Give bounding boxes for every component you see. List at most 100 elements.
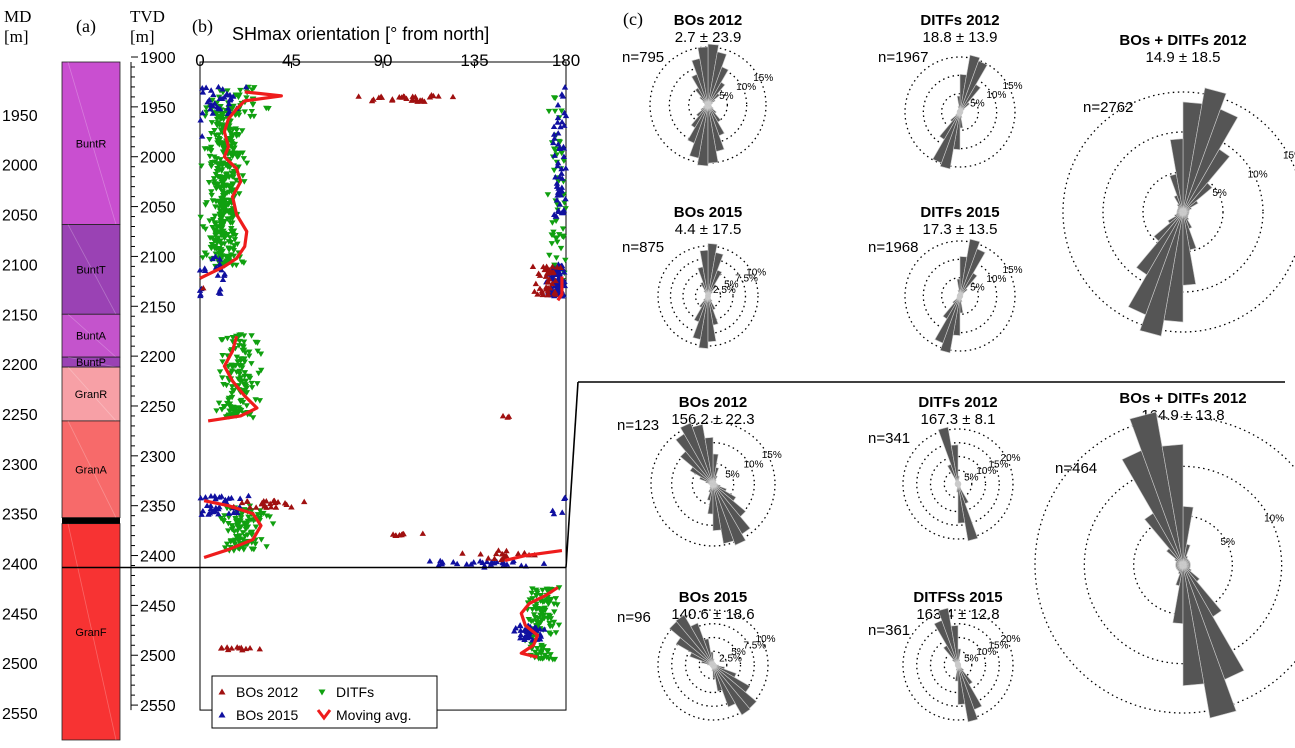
ditf-marker: [254, 381, 261, 387]
ditf-marker: [213, 186, 220, 192]
md-tick-label: 2350: [2, 507, 38, 524]
bo-marker: [217, 290, 224, 296]
ditf-marker: [224, 400, 231, 407]
panel-b-label: (b): [192, 16, 213, 37]
bo-marker: [449, 93, 457, 100]
rose-petal: [950, 625, 959, 666]
md-tick-label: 2250: [2, 407, 38, 424]
bo-marker: [544, 287, 552, 294]
ditf-marker: [241, 370, 249, 376]
ditf-marker: [559, 226, 567, 232]
ditf-marker: [248, 380, 255, 387]
ditf-marker: [218, 407, 226, 413]
ditf-marker: [212, 181, 219, 187]
bo-marker: [224, 110, 232, 116]
ditf-marker: [229, 232, 237, 238]
bo-marker: [561, 269, 568, 275]
moving-avg-line: [203, 499, 263, 560]
bo-marker: [197, 292, 204, 299]
ditf-marker: [219, 337, 226, 343]
ditf-marker: [219, 248, 226, 255]
bo-marker: [561, 109, 568, 116]
ditf-marker: [211, 127, 218, 134]
ditf-marker: [236, 371, 243, 377]
rose-petal: [1182, 564, 1205, 686]
bo-marker: [197, 117, 204, 123]
bo-marker: [199, 89, 207, 95]
ditf-marker: [552, 218, 560, 225]
ditf-marker: [203, 252, 210, 259]
rose-ring-label: 10%: [1248, 169, 1268, 180]
ditf-marker: [228, 526, 236, 533]
ditf-marker: [263, 544, 270, 550]
ditf-marker: [551, 108, 559, 115]
ditf-marker: [206, 218, 213, 224]
rose-petal: [959, 111, 964, 129]
ditf-marker: [238, 128, 246, 134]
rose-stat: 163.4 ± 12.8: [916, 606, 999, 623]
ditf-marker: [246, 353, 253, 359]
ditf-marker: [254, 348, 261, 355]
ditf-marker: [531, 614, 539, 621]
rose-title: BOs + DITFs 2012: [1119, 390, 1246, 407]
rose-ring: [650, 421, 776, 547]
rose-ring-label: 20%: [1001, 453, 1021, 464]
unit-label: BuntR: [76, 138, 107, 150]
bo-marker: [238, 644, 245, 651]
ditf-marker: [226, 246, 233, 252]
bo-marker: [562, 112, 570, 119]
bo-marker: [199, 109, 206, 116]
ditf-marker: [225, 521, 232, 527]
rose-ring: [1062, 91, 1295, 333]
rose-ring-label: 5%: [1221, 537, 1236, 548]
rose-ring-label: 5%: [970, 98, 985, 109]
bo-marker: [219, 86, 226, 92]
ditf-marker: [223, 382, 230, 389]
md-tick-label: 2400: [2, 557, 38, 574]
rose-ring: [657, 609, 769, 721]
bo-marker: [553, 180, 561, 186]
rose-petal: [957, 483, 966, 524]
bo-marker: [552, 277, 559, 284]
ditf-marker: [558, 150, 565, 157]
ditf-marker: [265, 106, 272, 112]
bo-marker: [215, 505, 222, 512]
ditf-marker: [248, 361, 255, 367]
ditf-marker: [240, 333, 248, 339]
bo-marker: [539, 291, 547, 298]
ditf-marker: [205, 180, 213, 186]
bo-marker: [207, 502, 214, 509]
ditf-marker: [220, 518, 227, 525]
tvd-unit: [m]: [130, 27, 155, 46]
bo-marker: [202, 84, 210, 90]
ditf-marker: [532, 649, 539, 656]
tvd-tick-label: 1950: [140, 100, 176, 117]
rose-title: DITFs 2015: [920, 204, 999, 221]
bo-marker: [412, 93, 419, 100]
bo-marker: [536, 285, 544, 291]
ditf-marker: [228, 370, 235, 376]
ditf-marker: [549, 220, 556, 226]
x-tick-label: 180: [552, 51, 580, 70]
ditf-marker: [246, 375, 254, 382]
ditf-marker: [221, 545, 229, 551]
ditf-marker: [233, 354, 241, 361]
bo-marker: [301, 498, 308, 505]
bo-marker: [270, 497, 277, 504]
rose-ring-label: 15%: [753, 73, 773, 84]
ditf-marker: [219, 352, 226, 359]
ditf-marker: [211, 238, 218, 245]
rose-stat: 18.8 ± 13.9: [923, 29, 998, 46]
ditf-marker: [553, 235, 560, 241]
rose-ring-label: 5%: [964, 473, 979, 484]
ditf-marker: [237, 515, 245, 521]
ditf-marker: [244, 532, 251, 538]
ditf-marker: [219, 375, 226, 381]
ditf-marker: [231, 237, 239, 243]
ditf-marker: [550, 229, 557, 236]
ditf-marker: [202, 202, 209, 208]
rose-petal: [957, 664, 966, 705]
bo-marker: [252, 504, 260, 510]
unit-BuntR: [61, 61, 121, 225]
